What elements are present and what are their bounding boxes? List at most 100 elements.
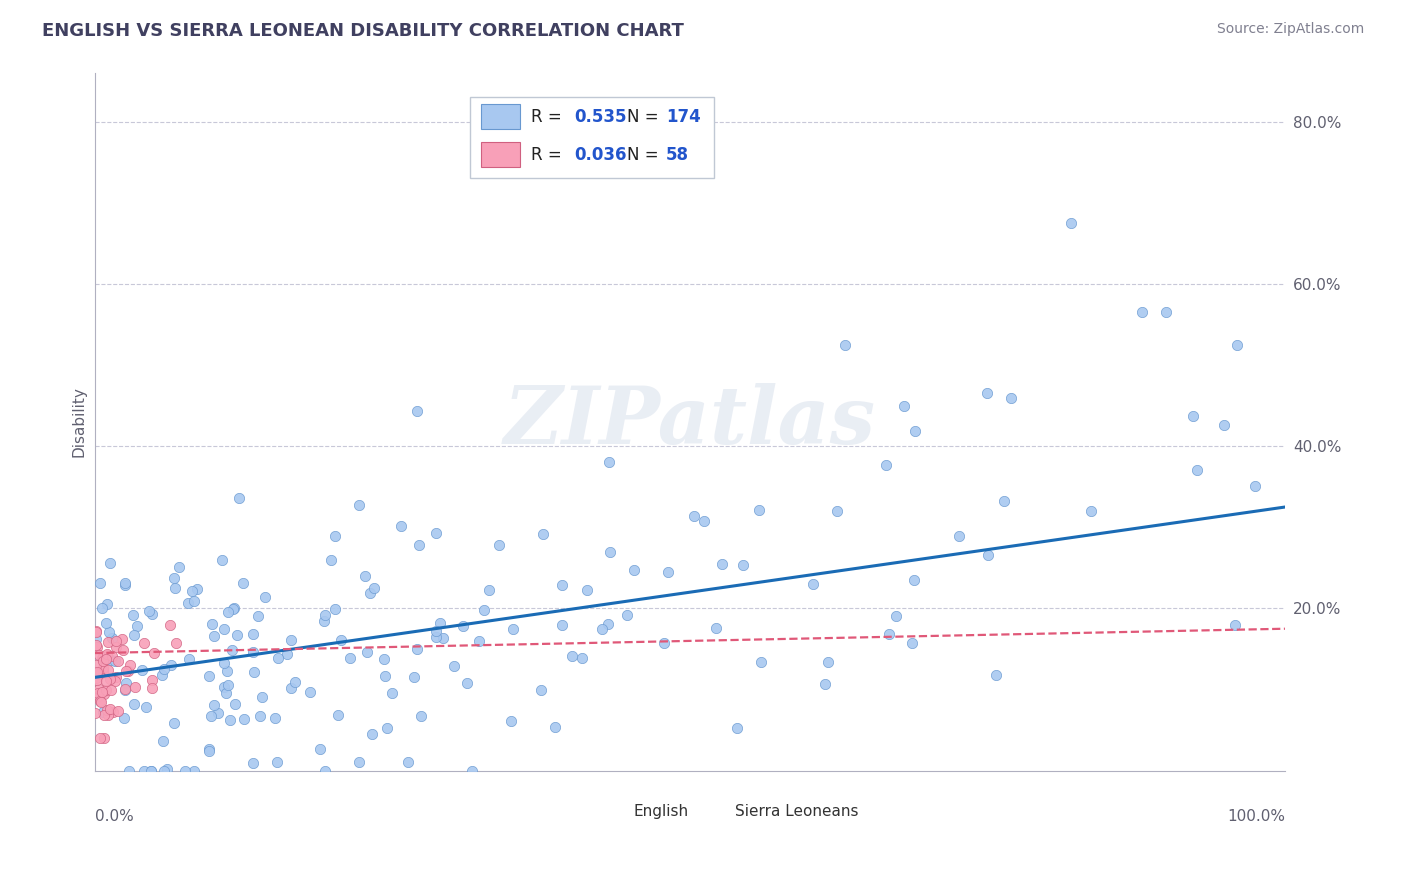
Point (87, 689, 110, 703)
Point (89, 682, 111, 697)
Point (96, 663, 118, 677)
Point (84, 625, 107, 640)
Text: Source: ZipAtlas.com: Source: ZipAtlas.com (1216, 22, 1364, 37)
Point (704, 622, 727, 636)
Point (118, 657, 141, 672)
Point (242, 645, 264, 659)
Point (91, 665, 114, 679)
Point (124, 680, 146, 694)
Point (211, 553, 233, 567)
Point (98, 701, 121, 715)
Point (221, 643, 243, 657)
Point (86, 673, 108, 687)
Point (710, 558, 733, 572)
Point (228, 491, 250, 505)
Point (163, 571, 186, 585)
Point (159, 618, 181, 632)
Point (93, 708, 115, 723)
Point (323, 528, 346, 542)
Point (242, 626, 264, 640)
Point (328, 708, 350, 723)
Point (374, 669, 396, 683)
Point (104, 640, 127, 654)
Point (84, 658, 107, 673)
Point (825, 504, 848, 518)
Point (100, 653, 122, 667)
Point (98, 625, 121, 640)
Point (141, 673, 163, 687)
Point (461, 764, 484, 778)
FancyBboxPatch shape (481, 142, 520, 167)
Text: 174: 174 (666, 108, 700, 126)
Point (101, 706, 124, 720)
Point (544, 720, 567, 734)
Point (993, 494, 1015, 508)
Point (132, 636, 155, 650)
Point (114, 681, 136, 696)
Point (453, 618, 475, 632)
Point (432, 631, 454, 645)
Point (250, 690, 273, 705)
Point (406, 641, 429, 656)
Point (901, 636, 924, 650)
Point (1154, 305, 1177, 319)
Point (429, 616, 451, 631)
Point (183, 593, 205, 607)
Point (1187, 463, 1209, 477)
Point (90, 685, 112, 699)
Point (122, 697, 145, 711)
Point (218, 714, 240, 728)
Point (202, 630, 225, 644)
Point (91, 650, 114, 665)
Point (100, 682, 122, 697)
Point (91, 650, 114, 665)
Point (89, 695, 111, 709)
Point (354, 569, 377, 583)
Point (749, 655, 772, 669)
Point (598, 455, 620, 469)
Point (571, 651, 593, 665)
Text: 58: 58 (666, 145, 689, 163)
Point (127, 618, 149, 632)
Point (1130, 305, 1153, 319)
Point (104, 634, 127, 648)
Point (339, 651, 361, 665)
Point (748, 503, 770, 517)
Point (733, 558, 755, 572)
Point (404, 670, 426, 684)
Point (212, 622, 235, 636)
Point (309, 742, 332, 756)
Point (217, 678, 239, 692)
Point (89, 667, 111, 681)
Point (598, 616, 620, 631)
Y-axis label: Disability: Disability (72, 386, 86, 458)
Point (329, 633, 352, 648)
Point (232, 712, 254, 726)
Point (531, 527, 554, 541)
Text: R =: R = (531, 108, 568, 126)
Point (389, 519, 412, 533)
Point (96, 703, 118, 717)
Point (1244, 479, 1267, 493)
Text: N =: N = (627, 108, 664, 126)
Point (114, 578, 136, 592)
FancyBboxPatch shape (600, 801, 627, 821)
Point (591, 622, 613, 636)
Point (84, 624, 107, 639)
Point (86, 638, 108, 652)
Point (904, 424, 927, 438)
Point (879, 626, 901, 640)
Point (425, 624, 447, 638)
Point (299, 685, 322, 699)
Point (801, 577, 824, 591)
Point (1182, 409, 1205, 424)
Point (948, 529, 970, 543)
Point (117, 664, 139, 678)
Point (207, 706, 229, 721)
Point (160, 657, 183, 672)
Point (97, 634, 120, 648)
Point (93, 687, 115, 701)
Point (501, 714, 523, 728)
Point (96, 597, 118, 611)
Point (139, 764, 162, 778)
